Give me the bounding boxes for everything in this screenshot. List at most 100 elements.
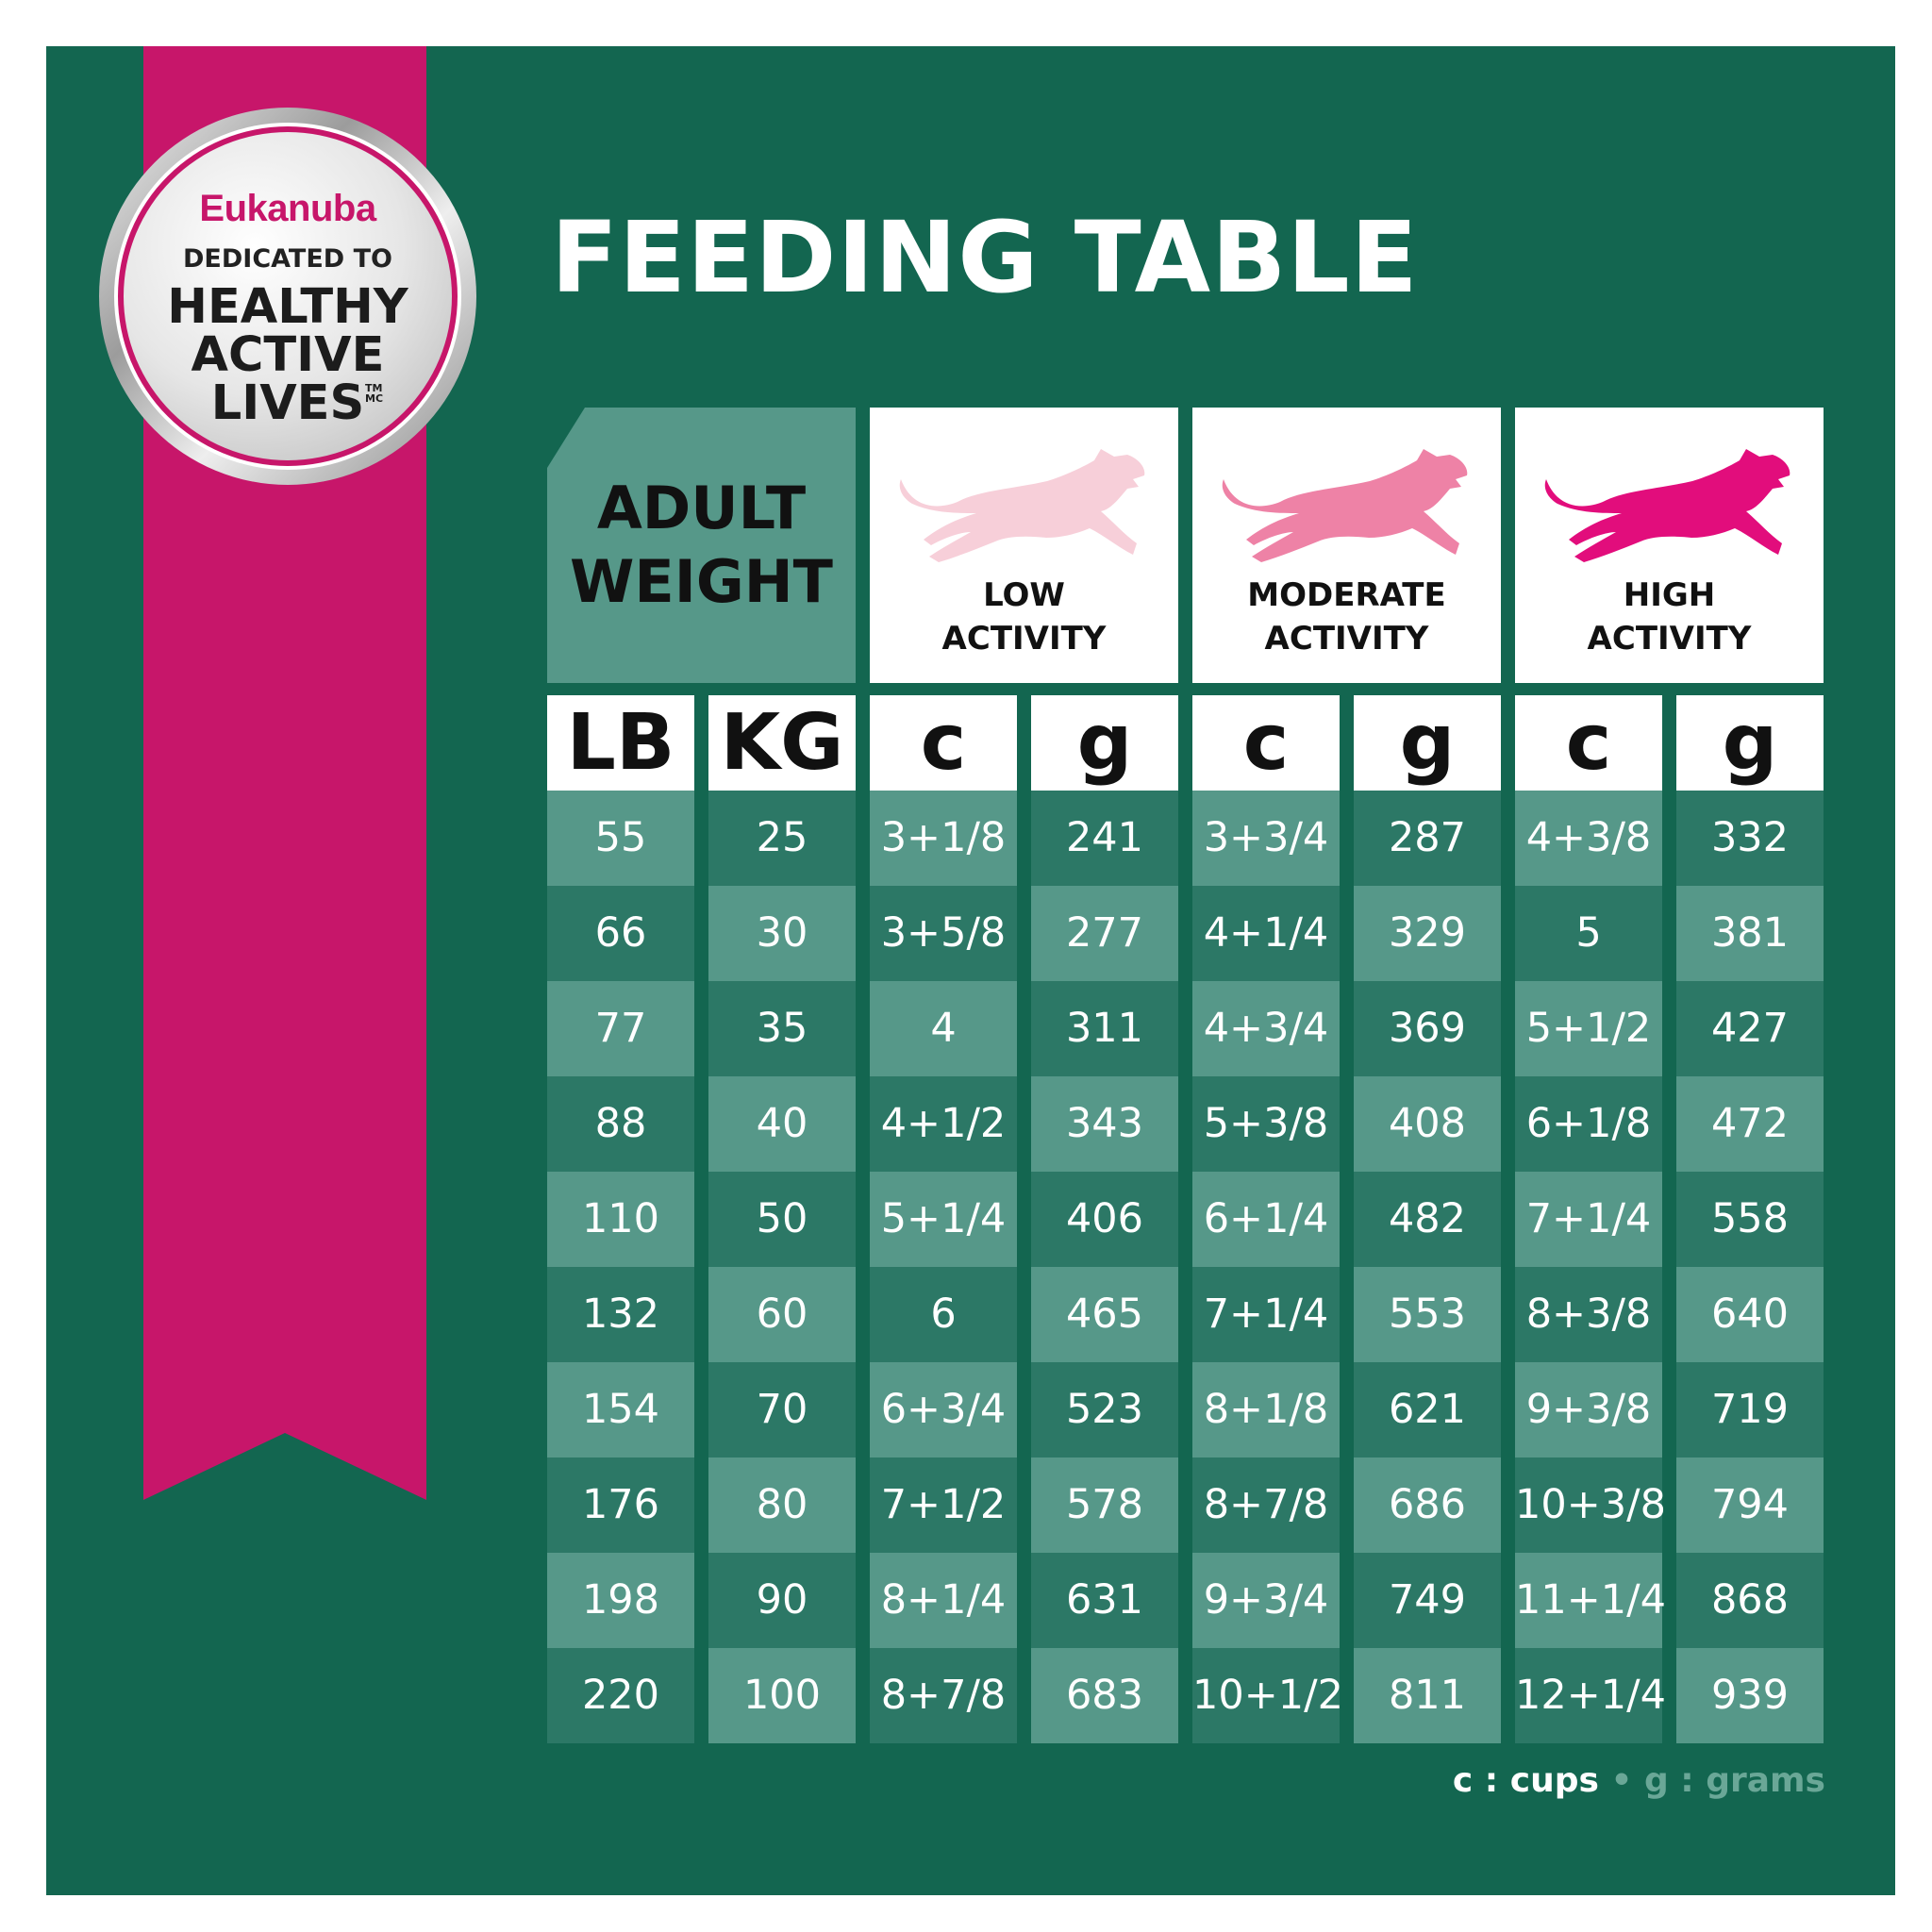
unit-header-moderate-grams: g — [1354, 695, 1501, 791]
cell-low-grams: 343 — [1031, 1076, 1178, 1172]
cell-low-grams: 277 — [1031, 886, 1178, 981]
cell-kg: 25 — [708, 791, 856, 886]
unit-header-high-cups: c — [1515, 695, 1662, 791]
badge-line-healthy: HEALTHY — [167, 279, 408, 335]
running-dog-icon — [1222, 449, 1468, 562]
tm-text: TM — [365, 382, 383, 394]
cell-lb: 176 — [547, 1457, 694, 1553]
cell-lb: 220 — [547, 1648, 694, 1743]
cell-high-grams: 332 — [1676, 791, 1824, 886]
high-activity-label-1: HIGH — [1623, 576, 1716, 614]
cell-lb: 77 — [547, 981, 694, 1076]
unit-header-low-cups: c — [870, 695, 1017, 791]
legend: c : cups • g : grams — [1453, 1760, 1825, 1802]
cell-lb: 132 — [547, 1267, 694, 1362]
adult-weight-line2: WEIGHT — [570, 547, 833, 616]
cell-low-cups: 4+1/2 — [870, 1076, 1017, 1172]
cell-moderate-cups: 9+3/4 — [1192, 1553, 1340, 1648]
cell-moderate-grams: 686 — [1354, 1457, 1501, 1553]
cell-low-grams: 683 — [1031, 1648, 1178, 1743]
cell-low-cups: 4 — [870, 981, 1017, 1076]
legend-cups: c : cups — [1452, 1761, 1599, 1800]
cell-low-cups: 6 — [870, 1267, 1017, 1362]
cell-kg: 35 — [708, 981, 856, 1076]
cell-moderate-cups: 3+3/4 — [1192, 791, 1340, 886]
unit-header-low-grams: g — [1031, 695, 1178, 791]
cell-lb: 66 — [547, 886, 694, 981]
cell-lb: 55 — [547, 791, 694, 886]
cell-low-cups: 3+5/8 — [870, 886, 1017, 981]
cell-moderate-cups: 6+1/4 — [1192, 1172, 1340, 1267]
trademark-mark: TM MC — [365, 383, 383, 404]
cell-moderate-grams: 749 — [1354, 1553, 1501, 1648]
cell-high-grams: 794 — [1676, 1457, 1824, 1553]
cell-kg: 70 — [708, 1362, 856, 1457]
badge-seal-icon — [99, 108, 476, 485]
low-activity-label-2: ACTIVITY — [941, 620, 1107, 658]
cell-high-cups: 10+3/8 — [1515, 1457, 1666, 1553]
cell-lb: 110 — [547, 1172, 694, 1267]
cell-high-grams: 427 — [1676, 981, 1824, 1076]
cell-high-cups: 8+3/8 — [1515, 1267, 1662, 1362]
badge-line-lives: LIVES — [210, 375, 365, 431]
cell-moderate-grams: 553 — [1354, 1267, 1501, 1362]
unit-header-moderate-cups: c — [1192, 695, 1340, 791]
cell-high-grams: 381 — [1676, 886, 1824, 981]
cell-high-cups: 4+3/8 — [1515, 791, 1662, 886]
unit-header-kg: KG — [708, 695, 856, 791]
badge: Eukanuba DEDICATED TO HEALTHY ACTIVE LIV… — [98, 107, 477, 486]
cell-moderate-cups: 8+7/8 — [1192, 1457, 1340, 1553]
cell-low-cups: 8+7/8 — [870, 1648, 1017, 1743]
cell-high-grams: 558 — [1676, 1172, 1824, 1267]
legend-grams: g : grams — [1644, 1761, 1825, 1800]
cell-moderate-cups: 5+3/8 — [1192, 1076, 1340, 1172]
cell-high-cups: 11+1/4 — [1515, 1553, 1666, 1648]
cell-moderate-cups: 10+1/2 — [1192, 1648, 1343, 1743]
cell-low-grams: 311 — [1031, 981, 1178, 1076]
cell-moderate-cups: 8+1/8 — [1192, 1362, 1340, 1457]
cell-moderate-grams: 329 — [1354, 886, 1501, 981]
cell-low-cups: 7+1/2 — [870, 1457, 1017, 1553]
cell-lb: 88 — [547, 1076, 694, 1172]
cell-high-cups: 9+3/8 — [1515, 1362, 1662, 1457]
cell-moderate-grams: 287 — [1354, 791, 1501, 886]
cell-kg: 30 — [708, 886, 856, 981]
cell-kg: 90 — [708, 1553, 856, 1648]
running-dog-icon — [1544, 449, 1790, 562]
cell-kg: 80 — [708, 1457, 856, 1553]
adult-weight-header: ADULT WEIGHT — [547, 408, 856, 683]
cell-high-cups: 7+1/4 — [1515, 1172, 1662, 1267]
cell-low-grams: 406 — [1031, 1172, 1178, 1267]
cell-moderate-grams: 621 — [1354, 1362, 1501, 1457]
cell-moderate-grams: 811 — [1354, 1648, 1501, 1743]
cell-moderate-cups: 7+1/4 — [1192, 1267, 1340, 1362]
unit-header-high-grams: g — [1676, 695, 1824, 791]
low-activity-label-1: LOW — [983, 576, 1065, 614]
cell-low-grams: 523 — [1031, 1362, 1178, 1457]
low-activity-header: LOW ACTIVITY — [870, 408, 1178, 683]
cell-moderate-cups: 4+1/4 — [1192, 886, 1340, 981]
cell-low-cups: 5+1/4 — [870, 1172, 1017, 1267]
cell-high-grams: 719 — [1676, 1362, 1824, 1457]
cell-kg: 40 — [708, 1076, 856, 1172]
cell-high-cups: 5 — [1515, 886, 1662, 981]
moderate-activity-label-1: MODERATE — [1247, 576, 1446, 614]
cell-low-cups: 3+1/8 — [870, 791, 1017, 886]
cell-kg: 60 — [708, 1267, 856, 1362]
page-title: FEEDING TABLE — [551, 200, 1419, 315]
high-activity-label-2: ACTIVITY — [1587, 620, 1752, 658]
cell-high-grams: 640 — [1676, 1267, 1824, 1362]
cell-high-cups: 12+1/4 — [1515, 1648, 1666, 1743]
cell-moderate-grams: 369 — [1354, 981, 1501, 1076]
mc-text: MC — [365, 392, 384, 405]
moderate-activity-label-2: ACTIVITY — [1264, 620, 1429, 658]
cell-high-grams: 939 — [1676, 1648, 1824, 1743]
high-activity-header: HIGH ACTIVITY — [1515, 408, 1824, 683]
cell-kg: 50 — [708, 1172, 856, 1267]
cell-high-cups: 6+1/8 — [1515, 1076, 1662, 1172]
cell-low-grams: 631 — [1031, 1553, 1178, 1648]
cell-high-grams: 868 — [1676, 1553, 1824, 1648]
cell-moderate-grams: 408 — [1354, 1076, 1501, 1172]
cell-moderate-cups: 4+3/4 — [1192, 981, 1340, 1076]
badge-line-active: ACTIVE — [191, 327, 385, 383]
